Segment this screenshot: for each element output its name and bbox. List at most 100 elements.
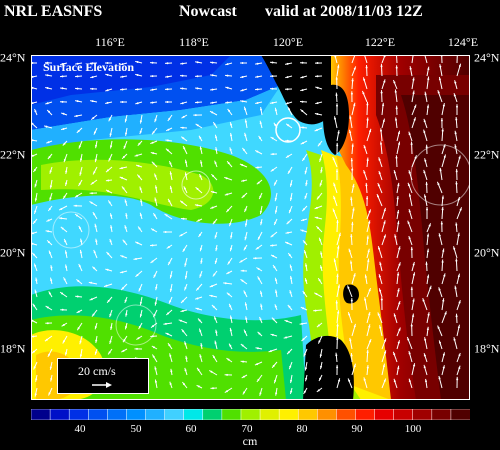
vector-head: [168, 344, 171, 347]
eddy-ring-4: [115, 304, 157, 346]
vector-head: [348, 313, 351, 316]
vector-head: [226, 390, 228, 393]
current-vector: [184, 172, 188, 181]
current-vector: [169, 171, 173, 181]
current-vector: [139, 309, 143, 318]
vector-head: [123, 240, 126, 243]
vector-head: [444, 312, 447, 315]
colorbar-swatch: [88, 409, 109, 420]
vector-head: [75, 115, 78, 117]
current-vector: [180, 296, 188, 304]
vector-head: [379, 263, 382, 266]
vector-head: [363, 78, 366, 81]
vector-head: [151, 335, 154, 338]
vector-head: [32, 350, 35, 353]
vector-head: [95, 144, 97, 147]
vector-head: [383, 221, 386, 224]
vector-head: [395, 118, 397, 121]
current-vector: [350, 352, 353, 363]
scale-arrow-icon: [92, 382, 112, 388]
vector-head: [154, 380, 157, 383]
vector-head: [106, 101, 109, 104]
vector-head: [48, 392, 51, 395]
vector-head: [197, 219, 200, 222]
current-vector: [45, 87, 53, 90]
current-vector: [79, 249, 83, 259]
vector-head: [199, 147, 202, 150]
vector-head: [243, 391, 246, 394]
current-vector: [154, 197, 158, 207]
vector-head: [338, 379, 341, 382]
current-vector: [212, 354, 218, 363]
vector-head: [76, 87, 79, 90]
current-vector: [180, 136, 188, 142]
eddy-ring-1: [275, 117, 301, 143]
current-vector: [285, 153, 293, 159]
vector-head: [454, 81, 457, 84]
vector-head: [107, 252, 110, 255]
vector-head: [46, 74, 49, 77]
vector-head: [259, 392, 262, 395]
vector-head: [302, 126, 304, 129]
vector-head: [106, 62, 109, 64]
vector-head: [425, 146, 428, 149]
vector-head: [226, 86, 229, 89]
vector-head: [194, 114, 197, 117]
vector-head: [215, 136, 217, 139]
vector-head: [181, 102, 184, 105]
vector-head: [63, 142, 66, 145]
vector-head: [454, 145, 457, 148]
header-source: NRL EASNFS: [4, 3, 103, 20]
vector-head: [108, 351, 111, 354]
vector-head: [319, 239, 322, 241]
vector-head: [334, 117, 336, 120]
vector-head: [407, 184, 410, 187]
vector-head: [228, 261, 230, 264]
current-vector: [411, 261, 415, 272]
current-vector: [351, 55, 356, 64]
vector-head: [169, 172, 172, 175]
vector-head: [227, 162, 230, 165]
vector-head: [287, 231, 289, 234]
vector-head: [423, 120, 426, 123]
vector-head: [442, 353, 445, 356]
vector-head: [380, 142, 382, 145]
vector-head: [287, 221, 290, 224]
vector-head: [136, 74, 139, 76]
colorbar-swatch: [431, 409, 452, 420]
vector-head: [378, 247, 380, 250]
current-vector: [125, 127, 128, 136]
vector-head: [364, 298, 367, 301]
current-vector: [78, 263, 83, 272]
current-vector: [288, 361, 293, 370]
vector-head: [455, 259, 458, 262]
vector-head: [380, 91, 383, 94]
vector-head: [302, 158, 305, 160]
vector-head: [105, 284, 108, 287]
current-vector: [285, 123, 293, 129]
current-vector: [211, 304, 218, 311]
current-vector: [315, 101, 323, 105]
vector-head: [224, 282, 227, 285]
current-vector: [300, 88, 308, 92]
vector-head: [124, 200, 127, 203]
vector-head: [289, 265, 292, 268]
vector-head: [318, 143, 321, 146]
vector-head: [244, 303, 247, 306]
vector-head: [196, 75, 199, 78]
vector-head: [47, 241, 50, 244]
colorbar-unit: cm: [242, 434, 258, 448]
vector-head: [335, 78, 338, 80]
current-vector: [289, 179, 293, 187]
vector-head: [34, 184, 37, 186]
vector-head: [441, 261, 444, 263]
current-vector: [79, 335, 83, 345]
vector-head: [227, 358, 230, 361]
vector-head: [49, 197, 52, 200]
colorbar-label-50: 50: [130, 423, 142, 435]
vector-head: [110, 145, 112, 148]
vector-head: [363, 378, 366, 381]
vector-head: [407, 338, 410, 341]
vector-head: [350, 159, 353, 162]
vector-head: [410, 143, 413, 146]
